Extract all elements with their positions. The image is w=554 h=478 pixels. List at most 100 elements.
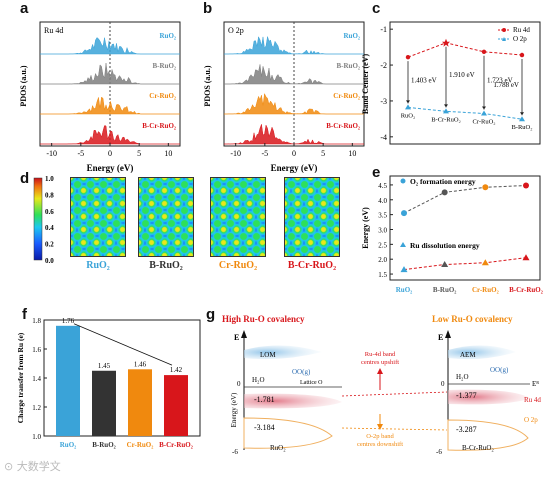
g-left-bottom: -6 xyxy=(232,448,238,456)
point-1-0 xyxy=(405,104,411,110)
y-tick-label: 1.5 xyxy=(378,271,387,279)
legend-ru: Ru 4d xyxy=(513,26,530,34)
panel-e-legend-top: O₂ formation energy xyxy=(410,177,476,186)
panel-d-label: d xyxy=(20,170,30,187)
elf-map-2 xyxy=(210,177,266,257)
e-point-1-1 xyxy=(441,261,449,268)
panel-e-energy-chart: Energy (eV) 4.5 4.0 3.5 3.0 2.5 2.0 1.5 RuO₂ B-… xyxy=(361,175,543,294)
f-category: RuO₂ xyxy=(60,441,77,449)
x-tick-label: -10 xyxy=(46,149,57,158)
x-tick-label: 5 xyxy=(137,149,141,158)
f-bar-1 xyxy=(92,370,116,436)
colorbar-tick: 0.2 xyxy=(45,241,54,249)
panel-b-orbital: O 2p xyxy=(228,26,244,35)
panel-g-label: g xyxy=(206,306,216,323)
pdos-curve-3 xyxy=(40,125,180,145)
point-0-2 xyxy=(481,49,487,54)
y-tick-label: 1.4 xyxy=(32,375,41,383)
point-1-3 xyxy=(519,116,525,122)
category-label: Cr-RuO₂ xyxy=(472,119,495,126)
y-tick-label: -3 xyxy=(380,97,387,106)
y-tick-label: 1.0 xyxy=(32,433,41,441)
category-label: RuO₂ xyxy=(401,112,416,119)
panel-e-legend-bottom: Ru dissolution energy xyxy=(410,241,480,250)
g-left-oo: OO(g) xyxy=(292,368,311,376)
g-down-text-1: O-2p band xyxy=(366,433,394,440)
elf-map-0 xyxy=(70,177,126,257)
pdos-label-0: RuO₂ xyxy=(160,32,177,40)
pdos-label-1: B-RuO₂ xyxy=(337,62,361,70)
elf-title-2: Cr-RuO₂ xyxy=(218,260,258,271)
point-0-3 xyxy=(519,52,525,58)
g-left-title: High Ru-O covalency xyxy=(222,314,305,324)
series-line-0 xyxy=(407,42,523,58)
elf-map-3 xyxy=(284,177,340,257)
legend-marker-ru xyxy=(502,28,506,32)
e-point-1-0 xyxy=(400,266,408,273)
pdos-curve-0 xyxy=(40,37,180,55)
panel-g-schematic: High Ru-O covalency Low Ru-O covalency E… xyxy=(222,314,541,456)
e-category: Cr-RuO₂ xyxy=(472,286,499,294)
y-tick-label: 1.6 xyxy=(32,346,41,354)
pdos-curve-2 xyxy=(224,92,364,115)
panel-a-xlabel: Energy (eV) xyxy=(87,163,134,173)
panel-b-xlabel: Energy (eV) xyxy=(271,163,318,173)
y-tick-label: 2.5 xyxy=(378,241,387,249)
panel-c-band-center-chart: Band Center (eV) -1 -2 -3 -4 1.403 eV RuO₂ 1.… xyxy=(361,21,541,145)
point-1-1 xyxy=(443,108,449,114)
y-tick-label: 3.0 xyxy=(378,226,387,234)
gap-arrowhead xyxy=(444,104,448,108)
panel-c-ylabel: Band Center (eV) xyxy=(361,54,370,115)
e-point-0-3 xyxy=(523,182,529,189)
x-tick-label: -10 xyxy=(230,149,241,158)
y-tick-label: -2 xyxy=(380,61,387,70)
f-value-label-1: 1.45 xyxy=(98,362,111,370)
g-up-text-2: centres upshift xyxy=(361,359,399,366)
g-left-name: RuO₂ xyxy=(270,444,286,452)
g-left-h2o: H₂O xyxy=(252,376,265,384)
x-tick-label: 10 xyxy=(348,149,356,158)
y-tick-label: 4.5 xyxy=(378,182,387,190)
pdos-curve-0 xyxy=(224,36,364,55)
panel-c-label: c xyxy=(372,0,381,17)
colorbar-tick: 0.8 xyxy=(45,191,54,199)
gap-label: 1.403 eV xyxy=(411,76,437,84)
f-category: B-RuO₂ xyxy=(92,441,116,449)
e-series-line-0 xyxy=(403,185,527,214)
g-right-ed: -1.377 xyxy=(456,391,477,400)
e-point-0-2 xyxy=(482,184,489,191)
x-tick-label: 0 xyxy=(108,149,112,158)
legend-o: O 2p xyxy=(513,35,527,43)
pdos-curve-3 xyxy=(224,123,364,145)
panel-b-label: b xyxy=(203,0,213,17)
g-right-title: Low Ru-O covalency xyxy=(432,314,513,324)
f-value-label-2: 1.46 xyxy=(134,360,147,368)
g-right-ef: Eᴿ xyxy=(532,380,539,388)
panel-a-orbital: Ru 4d xyxy=(44,26,63,35)
series-line-1 xyxy=(407,106,523,120)
y-tick-label: 1.8 xyxy=(32,317,41,325)
g-axis-label: Energy (eV) xyxy=(230,392,238,427)
gap-label: 1.723 eV xyxy=(487,77,513,85)
panel-b-pdos: O 2p PDOS (a.u.) RuO₂ B-RuO₂ Cr-RuO₂ B-Cr-R… xyxy=(203,21,365,173)
e-point-1-3 xyxy=(522,254,530,261)
x-tick-label: 0 xyxy=(292,149,296,158)
y-tick-label: -1 xyxy=(380,25,387,34)
gap-label: 1.788 eV xyxy=(493,81,519,89)
x-tick-label: 10 xyxy=(164,149,172,158)
x-tick-label: 5 xyxy=(321,149,325,158)
panel-f-label: f xyxy=(22,306,27,323)
f-category: Cr-RuO₂ xyxy=(127,441,154,449)
colorbar-tick: 0.6 xyxy=(45,208,54,216)
g-right-o2p: O 2p xyxy=(524,416,538,424)
e-point-0-1 xyxy=(441,189,448,196)
elf-title-1: B-RuO₂ xyxy=(149,260,183,271)
colorbar-tick: 0.0 xyxy=(45,257,54,265)
e-point-0-0 xyxy=(401,210,407,217)
e-point-1-2 xyxy=(481,259,489,266)
e-category: B-Cr-RuO₂ xyxy=(509,286,543,294)
e-category: B-RuO₂ xyxy=(433,286,457,294)
e-series-line-1 xyxy=(403,257,527,271)
y-tick-label: 2.0 xyxy=(378,256,387,264)
y-tick-label: 4.0 xyxy=(378,197,387,205)
